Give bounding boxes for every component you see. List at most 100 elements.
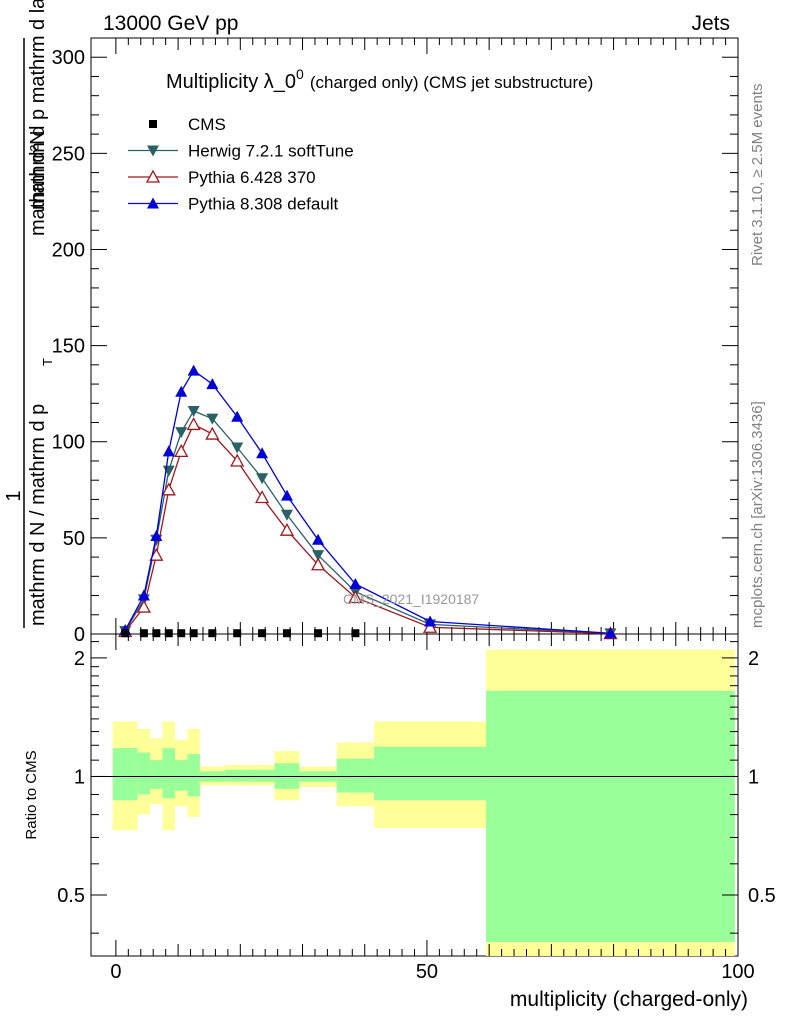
series-1-point: [230, 453, 245, 467]
cms-points: [121, 629, 360, 638]
series-2-point: [137, 589, 150, 601]
series-0-point: [175, 427, 188, 439]
y-label-subscript: T: [40, 358, 55, 366]
x-axis-label: multiplicity (charged-only): [510, 988, 748, 1011]
y-tick-label: 250: [52, 143, 85, 165]
ratio-band-green-3: [162, 748, 175, 799]
legend-marker: [147, 145, 159, 157]
ratio-band-green-8: [249, 769, 275, 782]
series-2-point: [150, 529, 163, 541]
series-2-point: [424, 615, 437, 627]
legend-marker: [147, 197, 159, 209]
cms-point: [152, 629, 161, 638]
series-0-point: [206, 413, 219, 425]
cms-point: [208, 629, 217, 638]
series-2-point: [162, 445, 175, 457]
x-tick-label: 50: [416, 961, 438, 983]
y-tick-label: 300: [52, 47, 85, 69]
y-label-num-rest: mathrm d p mathrm d lambda: [27, 0, 49, 210]
series-0-point: [312, 550, 325, 562]
series-0-point: [280, 509, 293, 521]
ratio-y-label: Ratio to CMS: [23, 750, 40, 839]
cms-point: [314, 629, 323, 638]
ratio-band-green-2: [150, 760, 163, 789]
series-1-point: [186, 417, 201, 431]
cms-point: [121, 629, 130, 638]
cms-point: [233, 629, 242, 638]
legend-label: Pythia 8.308 default: [188, 195, 339, 214]
cms-point: [177, 629, 186, 638]
title-main: Multiplicity λ_0: [166, 71, 296, 93]
series-0-point: [231, 442, 244, 454]
ratio-band-green-7: [224, 769, 250, 782]
series-1-point: [422, 619, 438, 633]
series-1-point: [310, 557, 326, 571]
series-1-point: [348, 590, 363, 604]
y-tick-label: 50: [63, 528, 85, 550]
series-2-point: [175, 385, 188, 397]
energy-label: 13000 GeV pp: [103, 12, 238, 35]
x-tick-label: 100: [721, 961, 754, 983]
legend-label: Pythia 6.428 370: [188, 168, 316, 187]
series-layer: [118, 364, 618, 640]
legend-label: Herwig 7.2.1 softTune: [188, 142, 354, 161]
analysis-watermark: CMS_2021_I1920187: [343, 591, 479, 607]
legend-label: CMS: [188, 115, 226, 134]
cms-point: [164, 629, 173, 638]
series-2-point: [256, 447, 269, 459]
legend-marker: [145, 169, 161, 183]
ratio-band-green-12: [374, 746, 487, 801]
series-1-point: [174, 443, 189, 458]
ratio-band-green-13: [486, 690, 735, 942]
series-2-point: [187, 364, 200, 376]
series-1-point: [136, 599, 151, 613]
legend: CMS Herwig 7.2.1 softTune Pythia 6.428 370…: [128, 115, 354, 214]
title-superscript: 0: [296, 66, 304, 82]
y-axis-label: 1 mathrm d N / mathrm d p mathrm d²N mat…: [3, 0, 55, 628]
series-line-1: [124, 423, 611, 635]
ratio-y-ticks: 0.5 0.5 1 1 2 2: [57, 641, 776, 934]
ratio-band-green-11: [336, 758, 375, 793]
cms-point: [189, 629, 198, 638]
ratio-tick-label-right: 0.5: [748, 885, 776, 907]
rivet-version-label: Rivet 3.1.10, ≥ 2.5M events: [749, 84, 766, 267]
ratio-bands: [112, 649, 735, 956]
ratio-band-green-4: [174, 760, 188, 791]
series-2-point: [206, 378, 219, 390]
series-1-point: [254, 490, 270, 504]
series-2-point: [231, 410, 244, 422]
cms-point: [282, 629, 291, 638]
y-label-denominator: mathrm d N / mathrm d p: [27, 404, 49, 626]
y-label-numerator: mathrm d²N: [27, 130, 49, 236]
ratio-tick-label-left: 0.5: [57, 885, 85, 907]
y-label-one: 1: [3, 490, 25, 501]
y-tick-label: 200: [52, 239, 85, 261]
series-0-point: [187, 405, 200, 417]
chart-title: Multiplicity λ_00 (charged only) (CMS jet…: [166, 66, 593, 93]
cms-point: [258, 629, 267, 638]
cms-point: [351, 629, 360, 638]
series-line-0: [124, 410, 611, 635]
series-2-point: [312, 533, 325, 545]
series-2-point: [349, 578, 362, 590]
y-tick-label: 150: [52, 336, 85, 358]
ratio-tick-label-left: 1: [74, 766, 85, 788]
legend-marker: [149, 120, 157, 128]
series-2-point: [604, 627, 617, 639]
ratio-band-green-5: [187, 754, 200, 797]
category-label: Jets: [691, 12, 730, 35]
series-2-point: [280, 489, 293, 501]
title-subtitle: (charged only) (CMS jet substructure): [310, 73, 593, 92]
y-tick-label: 0: [74, 624, 85, 646]
ratio-tick-label-left: 2: [74, 648, 85, 670]
cms-point: [139, 629, 148, 638]
ratio-band-green-1: [137, 752, 151, 795]
main-y-ticks: 0 50 100 150 200 250 300: [52, 37, 738, 646]
ratio-tick-label-right: 1: [748, 766, 759, 788]
y-tick-label: 100: [52, 432, 85, 454]
x-tick-label: 0: [110, 961, 121, 983]
series-1-point: [161, 482, 176, 496]
series-0-point: [256, 473, 269, 485]
mcplots-label: mcplots.cern.ch [arXiv:1306.3436]: [749, 401, 766, 628]
